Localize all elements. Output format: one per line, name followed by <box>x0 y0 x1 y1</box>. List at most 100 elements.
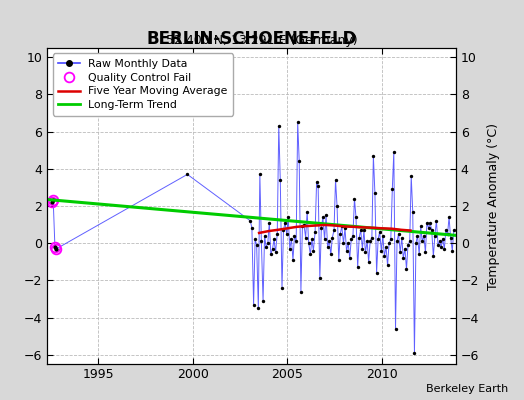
Point <box>278 284 286 291</box>
Point <box>366 238 374 244</box>
Point <box>317 225 325 232</box>
Point <box>426 220 434 226</box>
Point <box>446 234 455 241</box>
Point <box>432 218 441 224</box>
Point <box>251 236 259 243</box>
Point <box>322 212 330 218</box>
Point <box>437 244 445 250</box>
Point <box>325 238 333 244</box>
Point <box>308 236 316 243</box>
Point <box>273 231 281 237</box>
Point <box>382 244 390 250</box>
Point <box>450 227 458 233</box>
Point <box>290 232 299 239</box>
Point <box>249 301 258 308</box>
Point <box>350 195 358 202</box>
Point <box>293 119 302 126</box>
Point <box>443 231 452 237</box>
Point <box>398 234 406 241</box>
Point <box>328 234 336 241</box>
Point <box>342 248 351 254</box>
Point <box>373 270 381 276</box>
Point <box>375 229 384 235</box>
Point <box>413 232 422 239</box>
Point <box>428 227 436 233</box>
Point <box>361 249 369 256</box>
Point <box>388 186 397 192</box>
Point <box>281 220 289 226</box>
Point <box>374 236 383 243</box>
Point <box>360 227 368 233</box>
Point <box>337 223 346 230</box>
Point <box>256 171 264 178</box>
Point <box>429 253 438 259</box>
Point <box>253 242 261 248</box>
Point <box>248 225 256 232</box>
Point <box>406 238 414 244</box>
Point <box>49 197 58 204</box>
Legend: Raw Monthly Data, Quality Control Fail, Five Year Moving Average, Long-Term Tren: Raw Monthly Data, Quality Control Fail, … <box>52 54 233 116</box>
Point <box>385 240 394 246</box>
Point <box>377 248 386 254</box>
Point <box>262 244 270 250</box>
Point <box>311 229 319 235</box>
Point <box>297 288 305 295</box>
Point <box>344 240 353 246</box>
Point <box>424 225 433 232</box>
Point <box>298 223 307 230</box>
Point <box>354 264 362 270</box>
Point <box>292 238 300 244</box>
Point <box>319 214 327 220</box>
Point <box>271 249 280 256</box>
Point <box>257 238 266 244</box>
Point <box>380 253 389 259</box>
Point <box>287 236 296 243</box>
Point <box>304 240 313 246</box>
Point <box>379 232 387 239</box>
Point <box>415 251 423 258</box>
Point <box>303 208 311 215</box>
Point <box>390 149 398 155</box>
Point <box>399 255 408 261</box>
Point <box>396 249 405 256</box>
Point <box>412 240 420 246</box>
Point <box>347 236 355 243</box>
Point <box>435 238 444 244</box>
Point <box>331 177 340 183</box>
Point <box>336 231 344 237</box>
Point <box>341 225 349 232</box>
Point <box>330 227 338 233</box>
Point <box>275 123 283 129</box>
Point <box>355 234 363 241</box>
Point <box>295 158 303 164</box>
Point <box>315 275 324 282</box>
Point <box>365 258 373 265</box>
Point <box>306 251 314 258</box>
Point <box>314 182 322 189</box>
Point <box>345 255 354 261</box>
Text: Berkeley Earth: Berkeley Earth <box>426 384 508 394</box>
Point <box>445 214 453 220</box>
Point <box>334 257 343 263</box>
Point <box>358 246 367 252</box>
Title: BERLIN-SCHOENEFELD: BERLIN-SCHOENEFELD <box>146 30 357 48</box>
Point <box>395 231 403 237</box>
Point <box>440 246 449 252</box>
Point <box>289 257 297 263</box>
Point <box>309 248 318 254</box>
Point <box>431 232 439 239</box>
Point <box>387 236 395 243</box>
Point <box>407 173 416 180</box>
Point <box>300 221 308 228</box>
Point <box>270 236 278 243</box>
Point <box>349 232 357 239</box>
Point <box>259 298 267 304</box>
Point <box>279 227 288 233</box>
Point <box>264 240 272 246</box>
Point <box>183 171 192 178</box>
Point <box>268 246 277 252</box>
Point <box>417 223 425 230</box>
Point <box>370 190 379 196</box>
Point <box>246 218 255 224</box>
Point <box>352 214 360 220</box>
